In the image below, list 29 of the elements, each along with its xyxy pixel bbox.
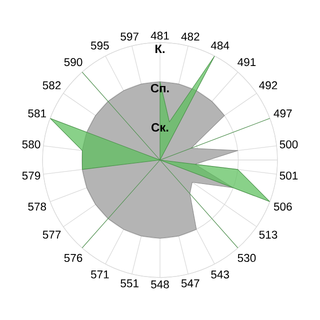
spoke-label: 582 — [42, 81, 61, 90]
y-tick-label: Ск. — [152, 123, 168, 132]
spoke-label: 506 — [274, 202, 292, 211]
spoke-label: 597 — [120, 32, 138, 41]
spoke-label: 482 — [181, 32, 200, 41]
spoke-label: 491 — [238, 58, 256, 66]
spoke-label: 578 — [28, 202, 46, 211]
spoke-label: 571 — [90, 270, 109, 278]
spoke-label: 481 — [150, 32, 169, 40]
spoke-label: 576 — [64, 254, 82, 262]
spoke-label: 581 — [28, 109, 46, 118]
spoke-label: 577 — [42, 230, 61, 239]
spoke-label: 580 — [22, 140, 40, 148]
spoke-label: 497 — [274, 109, 292, 118]
y-tick-label: Сп. — [150, 84, 169, 92]
spoke-label: 500 — [280, 140, 298, 148]
spoke-label: 548 — [151, 280, 169, 288]
spoke-label: 513 — [259, 230, 278, 239]
spoke-label: 595 — [90, 42, 109, 50]
spoke-label: 484 — [210, 42, 230, 50]
spoke-label: 492 — [259, 81, 278, 90]
spoke-label: 501 — [280, 172, 298, 180]
spoke-label: 543 — [211, 270, 230, 278]
spoke-label: 547 — [181, 279, 200, 288]
spoke-label: 530 — [238, 254, 256, 262]
spoke-label: 579 — [22, 172, 40, 180]
spoke-label: 551 — [120, 279, 138, 288]
spoke-label: 590 — [64, 58, 82, 66]
y-tick-label: К. — [155, 44, 164, 54]
